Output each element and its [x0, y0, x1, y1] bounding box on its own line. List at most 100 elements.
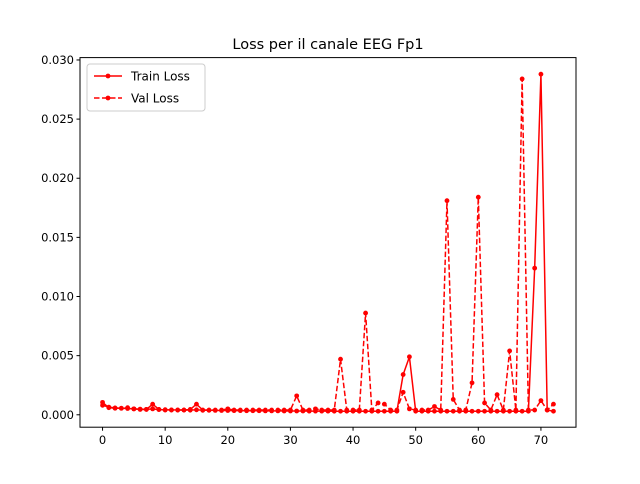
val-loss-point — [175, 407, 181, 413]
val-loss-point — [300, 407, 306, 413]
val-loss-point — [319, 407, 325, 413]
val-loss-point — [551, 401, 556, 407]
val-loss-point — [112, 405, 118, 411]
val-loss-point — [513, 407, 519, 413]
val-loss-point — [356, 407, 362, 413]
val-loss-point — [125, 405, 130, 411]
train-loss-point — [381, 408, 387, 414]
val-loss-series — [100, 76, 556, 413]
val-loss-point — [237, 407, 243, 413]
train-loss-line — [102, 73, 554, 412]
val-loss-point — [463, 407, 469, 413]
val-loss-point — [331, 407, 337, 413]
val-loss-point — [494, 392, 500, 398]
train-loss-point — [407, 354, 412, 360]
plot-frame — [79, 57, 577, 428]
train-loss-point — [444, 408, 450, 414]
y-tick-label: 0.015 — [41, 230, 74, 244]
val-loss-point — [500, 407, 506, 413]
val-loss-point — [231, 407, 237, 413]
val-loss-point — [200, 407, 206, 413]
train-loss-point — [532, 265, 538, 271]
x-tick-label: 60 — [471, 433, 486, 447]
y-tick-label: 0.000 — [41, 408, 74, 422]
val-loss-point — [169, 407, 174, 413]
x-tick-label: 30 — [283, 433, 298, 447]
val-loss-point — [469, 380, 475, 386]
val-loss-point — [407, 406, 412, 412]
val-loss-point — [475, 194, 481, 200]
val-loss-point — [194, 401, 199, 407]
train-loss-point — [551, 408, 556, 414]
val-loss-point — [137, 407, 143, 412]
val-loss-point — [482, 400, 487, 406]
val-loss-point — [394, 407, 400, 413]
y-tick-label: 0.025 — [41, 112, 74, 126]
train-loss-point — [482, 408, 487, 414]
legend-train-marker — [105, 73, 111, 79]
train-loss-series — [100, 71, 556, 414]
val-loss-point — [156, 407, 162, 412]
val-loss-point — [244, 407, 249, 413]
x-tick-label: 40 — [346, 433, 361, 447]
train-loss-point — [494, 408, 500, 414]
val-loss-point — [350, 407, 356, 413]
val-loss-point — [375, 400, 381, 406]
val-loss-point — [388, 407, 394, 413]
val-loss-point — [400, 389, 406, 395]
train-loss-point — [194, 407, 199, 413]
val-loss-point — [519, 76, 525, 82]
val-loss-point — [344, 407, 350, 413]
x-tick-label: 70 — [534, 433, 549, 447]
val-loss-point — [450, 397, 456, 402]
train-loss-point — [294, 408, 300, 414]
val-loss-point — [325, 407, 331, 413]
val-loss-point — [262, 407, 268, 413]
val-loss-point — [219, 407, 224, 413]
train-loss-point — [475, 408, 481, 414]
train-loss-point — [363, 408, 368, 414]
x-tick-label: 0 — [99, 433, 106, 447]
train-loss-point — [450, 408, 456, 414]
train-loss-point — [375, 408, 381, 414]
val-loss-point — [294, 393, 300, 399]
val-loss-point — [256, 407, 262, 413]
val-loss-point — [100, 399, 105, 405]
val-loss-point — [425, 407, 431, 413]
val-loss-point — [212, 407, 218, 413]
y-tick-label: 0.010 — [41, 290, 74, 304]
val-loss-line — [102, 78, 554, 411]
val-loss-point — [250, 407, 256, 413]
val-loss-point — [363, 310, 368, 316]
train-loss-point — [150, 406, 156, 412]
val-loss-point — [143, 407, 149, 412]
val-loss-point — [419, 407, 425, 413]
val-loss-point — [313, 406, 318, 412]
val-loss-point — [432, 404, 437, 409]
val-loss-point — [150, 401, 156, 407]
train-loss-point — [338, 408, 343, 414]
val-loss-point — [306, 407, 312, 413]
val-loss-point — [544, 407, 550, 413]
train-loss-point — [469, 408, 475, 414]
legend-train-label: Train Loss — [130, 70, 190, 84]
val-loss-point — [187, 407, 193, 412]
val-loss-point — [181, 407, 187, 413]
val-loss-point — [507, 348, 513, 354]
chart-title: Loss per il canale EEG Fp1 — [232, 37, 423, 53]
y-tick-label: 0.020 — [41, 171, 74, 185]
val-loss-point — [225, 406, 231, 412]
val-loss-point — [106, 405, 112, 411]
val-loss-point — [206, 407, 212, 413]
val-loss-point — [438, 407, 444, 413]
train-loss-point — [400, 372, 406, 377]
val-loss-point — [457, 407, 462, 413]
legend-val-marker — [105, 95, 111, 101]
legend: Train Loss Val Loss — [86, 63, 206, 112]
val-loss-point — [538, 398, 544, 403]
train-loss-point — [432, 408, 437, 414]
val-loss-point — [118, 405, 124, 411]
x-tick-label: 10 — [158, 433, 173, 447]
